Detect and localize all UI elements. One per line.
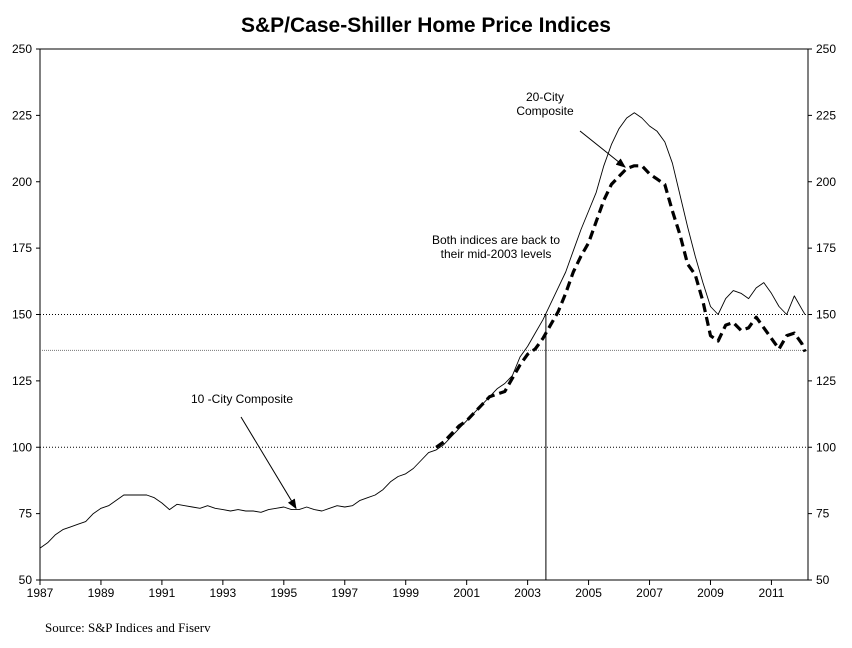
y-tick-label-left: 225	[12, 108, 32, 122]
y-tick-label-right: 75	[816, 507, 830, 521]
x-tick-label: 2009	[697, 586, 724, 600]
x-tick-label: 2001	[453, 586, 480, 600]
x-tick-label: 1995	[270, 586, 297, 600]
y-tick-label-right: 125	[816, 374, 836, 388]
x-tick-label: 1999	[392, 586, 419, 600]
y-tick-label-left: 200	[12, 175, 32, 189]
annotation-text: Composite	[516, 104, 574, 118]
y-tick-label-right: 50	[816, 573, 830, 587]
chart-title: S&P/Case-Shiller Home Price Indices	[241, 14, 611, 37]
y-tick-label-right: 250	[816, 42, 836, 56]
y-tick-label-left: 250	[12, 42, 32, 56]
x-tick-label: 1997	[331, 586, 358, 600]
y-tick-label-right: 100	[816, 440, 836, 454]
x-tick-label: 2005	[575, 586, 602, 600]
y-tick-label-left: 150	[12, 308, 32, 322]
annotation-arrow	[240, 416, 297, 510]
y-tick-label-left: 100	[12, 440, 32, 454]
y-tick-label-right: 225	[816, 108, 836, 122]
y-tick-label-right: 200	[816, 175, 836, 189]
annotation-text: 20-City	[526, 90, 564, 104]
y-tick-label-right: 175	[816, 241, 836, 255]
series-line-20-city-composite	[435, 164, 807, 449]
source-note: Source: S&P Indices and Fiserv	[45, 620, 211, 635]
x-tick-label: 1991	[149, 586, 176, 600]
annotation-arrow	[579, 130, 626, 168]
x-tick-label: 1987	[27, 586, 54, 600]
x-tick-label: 2011	[759, 586, 785, 600]
series-line-10-city-composite	[39, 112, 806, 549]
annotation-text: Both indices are back to	[432, 233, 560, 247]
annotation-text: 10 -City Composite	[191, 392, 293, 406]
y-tick-label-left: 175	[12, 241, 32, 255]
y-tick-label-right: 150	[816, 308, 836, 322]
annotation-text: their mid-2003 levels	[441, 247, 552, 261]
x-tick-label: 2007	[636, 586, 663, 600]
x-tick-label: 2003	[514, 586, 541, 600]
y-tick-label-left: 50	[19, 573, 33, 587]
x-tick-label: 1993	[210, 586, 237, 600]
y-tick-label-left: 75	[19, 507, 33, 521]
x-tick-label: 1989	[88, 586, 115, 600]
y-tick-label-left: 125	[12, 374, 32, 388]
